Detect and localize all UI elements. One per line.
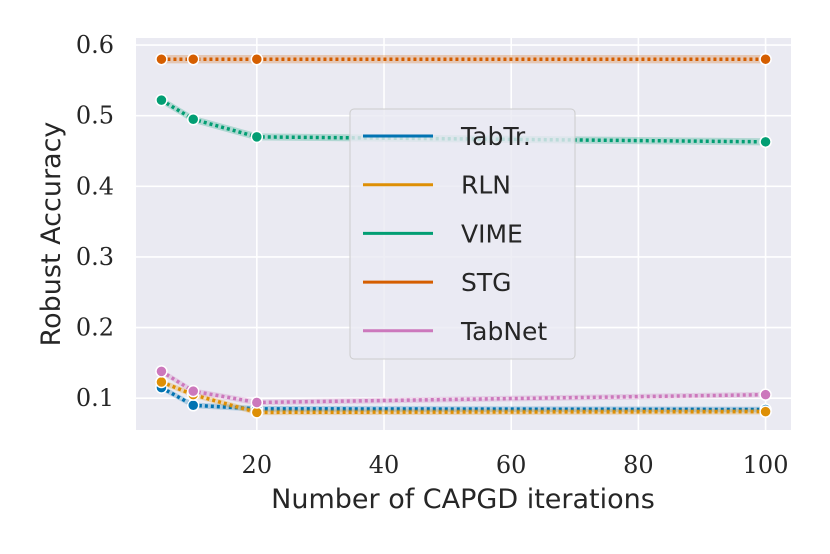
series-vime-point: [759, 135, 772, 149]
x-tick-label: 80: [623, 451, 654, 479]
y-tick-label: 0.2: [76, 314, 114, 342]
x-tick-label: 100: [743, 451, 789, 479]
series-stg-point: [250, 52, 264, 66]
y-tick-label: 0.5: [76, 102, 114, 130]
series-stg-point: [155, 52, 168, 66]
legend-item-tabnet: TabNet: [363, 317, 547, 346]
series-vime-point: [250, 130, 264, 144]
legend-item-stg: STG: [363, 268, 512, 297]
series-rln-line: [160, 380, 766, 415]
legend-label: TabTr.: [460, 122, 531, 151]
x-axis-ticks: 20 40 60 80 100: [242, 451, 789, 479]
series-tabnet-point: [250, 396, 264, 409]
x-tick-label: 20: [242, 451, 273, 479]
y-tick-label: 0.4: [76, 172, 114, 200]
series-tabnet-line: [160, 369, 766, 405]
series-stg-point: [759, 52, 772, 66]
series-tabnet: [155, 365, 772, 409]
series-rln-point: [759, 405, 772, 418]
legend-item-tabtr: TabTr.: [363, 122, 531, 151]
legend-label: RLN: [461, 171, 511, 200]
legend-label: TabNet: [460, 317, 547, 346]
legend-item-rln: RLN: [363, 171, 511, 200]
series-tabnet-band: [161, 368, 766, 406]
y-axis-ticks: 0.1 0.2 0.3 0.4 0.5 0.6: [76, 31, 114, 412]
legend: TabTr. RLN VIME STG TabNet: [349, 108, 576, 360]
series-stg: [155, 52, 772, 66]
x-tick-label: 40: [369, 451, 400, 479]
series-stg-point: [186, 52, 200, 66]
y-tick-label: 0.1: [76, 384, 114, 412]
series-vime-point: [155, 93, 168, 107]
y-axis-label: Robust Accuracy: [36, 122, 67, 347]
series-tabtr-point: [186, 399, 200, 412]
series-tabnet-point: [759, 388, 772, 401]
series-vime-point: [186, 112, 200, 126]
y-tick-label: 0.6: [76, 31, 114, 59]
series-tabnet-point: [155, 365, 168, 378]
y-tick-label: 0.3: [76, 243, 114, 271]
series-tabnet-point: [186, 384, 200, 398]
x-axis-label: Number of CAPGD iterations: [271, 484, 655, 515]
x-tick-label: 60: [496, 451, 527, 479]
legend-label: VIME: [461, 219, 523, 248]
legend-box: [349, 108, 576, 360]
series-tabtr-line: [160, 386, 766, 412]
series-rln: [155, 375, 772, 419]
legend-label: STG: [461, 268, 512, 297]
legend-item-vime: VIME: [363, 219, 523, 248]
series-rln-point: [155, 375, 168, 389]
series-vime-line: [160, 98, 766, 144]
